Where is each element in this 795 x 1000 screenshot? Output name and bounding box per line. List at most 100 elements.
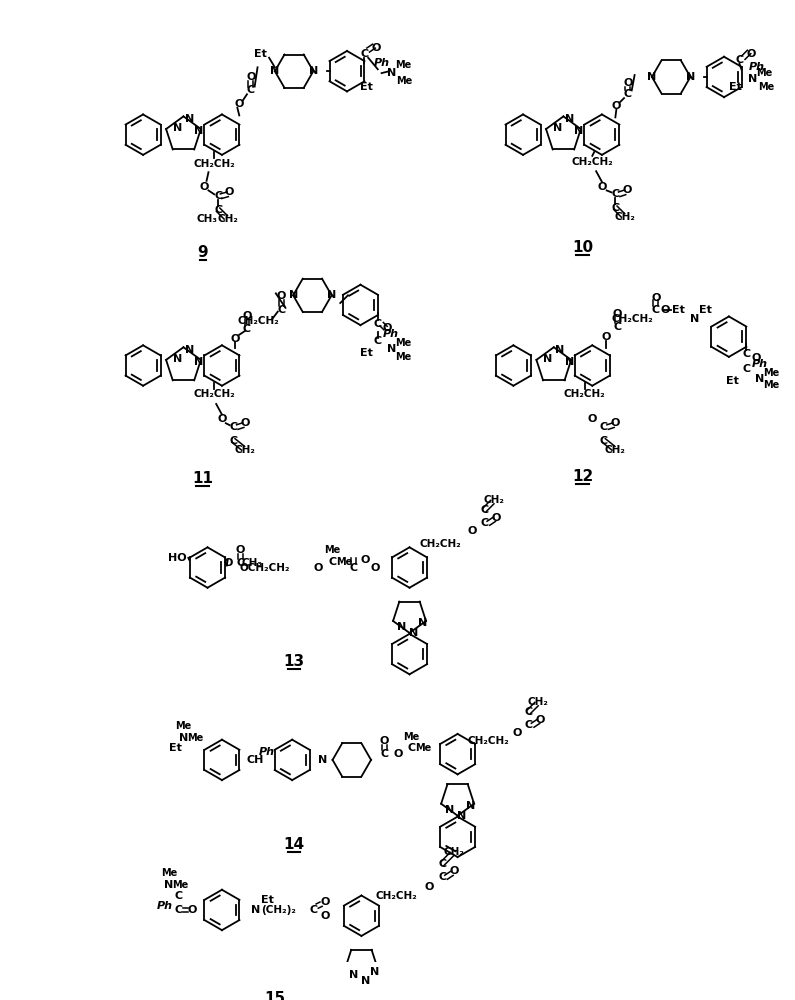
Text: O: O [371, 43, 381, 53]
Text: N: N [409, 628, 418, 638]
Text: N: N [689, 314, 699, 324]
Text: C: C [480, 518, 489, 528]
Text: Et: Et [729, 82, 742, 92]
Text: Et: Et [169, 743, 182, 753]
Text: O: O [611, 101, 621, 111]
Text: Ph: Ph [751, 359, 768, 369]
Text: N: N [574, 126, 584, 136]
Text: O: O [601, 332, 611, 342]
Text: Et: Et [673, 305, 685, 315]
Text: O: O [235, 99, 244, 109]
Text: Me: Me [324, 545, 341, 555]
Text: C: C [480, 505, 489, 515]
Text: O: O [320, 897, 330, 907]
Text: N: N [318, 755, 328, 765]
Text: O: O [320, 911, 330, 921]
Text: N: N [308, 66, 318, 76]
Text: O: O [747, 49, 756, 59]
Text: C: C [742, 364, 750, 374]
Text: O: O [235, 545, 245, 555]
Text: CH₂CH₂: CH₂CH₂ [193, 389, 235, 399]
Text: HO: HO [168, 553, 186, 563]
Text: CH₃: CH₃ [196, 214, 217, 224]
Text: N: N [755, 374, 764, 384]
Text: O: O [613, 309, 622, 319]
Text: N: N [194, 357, 204, 367]
Text: Me: Me [187, 733, 204, 743]
Text: C: C [175, 905, 183, 915]
Text: CH₂CH₂: CH₂CH₂ [238, 316, 279, 326]
Text: Et: Et [360, 82, 373, 92]
Text: N: N [418, 618, 428, 628]
Text: C: C [374, 319, 382, 329]
Text: C: C [611, 189, 619, 199]
Text: O: O [246, 72, 255, 82]
Text: Me: Me [397, 76, 413, 86]
Text: CH₂: CH₂ [605, 445, 626, 455]
Text: C: C [735, 55, 743, 65]
Text: N: N [748, 74, 758, 84]
Text: N: N [555, 345, 564, 355]
Text: CH₂CH₂: CH₂CH₂ [564, 389, 606, 399]
Text: O: O [277, 291, 286, 301]
Text: CH₂: CH₂ [528, 697, 549, 707]
Text: N: N [179, 733, 188, 743]
Text: N: N [564, 357, 574, 367]
Text: N: N [445, 805, 455, 815]
Text: OCH₂CH₂: OCH₂CH₂ [240, 563, 290, 573]
Text: C: C [277, 305, 285, 315]
Text: C: C [230, 436, 238, 446]
Text: N: N [184, 114, 194, 124]
Text: Ph: Ph [259, 747, 275, 757]
Text: CH₂: CH₂ [217, 214, 238, 224]
Text: N: N [173, 354, 182, 364]
Text: O: O [240, 418, 250, 428]
Text: N: N [398, 622, 406, 632]
Text: O: O [224, 558, 234, 568]
Text: O: O [188, 905, 197, 915]
Text: CH₂: CH₂ [483, 495, 505, 505]
Text: O: O [380, 736, 390, 746]
Text: Me: Me [394, 352, 411, 362]
Text: Me: Me [758, 82, 774, 92]
Text: 11: 11 [192, 471, 213, 486]
Text: C: C [175, 891, 183, 901]
Text: Me: Me [336, 557, 352, 567]
Text: Ph: Ph [383, 329, 399, 339]
Text: Ph: Ph [374, 58, 390, 68]
Text: O: O [313, 563, 323, 573]
Text: N: N [457, 811, 466, 821]
Text: C: C [381, 749, 389, 759]
Text: CH₂CH₂: CH₂CH₂ [612, 314, 653, 324]
Text: C: C [309, 905, 317, 915]
Text: 13: 13 [284, 654, 304, 669]
Text: O: O [370, 563, 379, 573]
Text: CH₂CH₂: CH₂CH₂ [193, 159, 235, 169]
Text: C: C [624, 89, 632, 99]
Text: CH₂CH₂: CH₂CH₂ [467, 736, 510, 746]
Text: C: C [742, 349, 750, 359]
Text: 10: 10 [572, 240, 593, 255]
Text: 9: 9 [197, 245, 208, 260]
Text: C: C [236, 558, 244, 568]
Text: O: O [597, 182, 607, 192]
Text: CH₂: CH₂ [615, 212, 635, 222]
Text: C: C [374, 336, 382, 346]
Text: C: C [525, 720, 533, 730]
Text: O: O [651, 293, 661, 303]
Text: CH₂CH₂: CH₂CH₂ [375, 891, 417, 901]
Text: C: C [246, 85, 255, 95]
Text: C: C [438, 872, 446, 882]
Text: Me: Me [415, 743, 431, 753]
Text: O: O [200, 182, 209, 192]
Text: 14: 14 [284, 837, 304, 852]
Text: C: C [599, 436, 608, 446]
Text: O: O [622, 185, 631, 195]
Text: N: N [184, 345, 194, 355]
Text: Me: Me [161, 868, 177, 878]
Text: C: C [350, 563, 358, 573]
Text: O: O [491, 513, 501, 523]
Text: N: N [386, 68, 396, 78]
Text: Me: Me [763, 368, 779, 378]
Text: C: C [599, 422, 608, 432]
